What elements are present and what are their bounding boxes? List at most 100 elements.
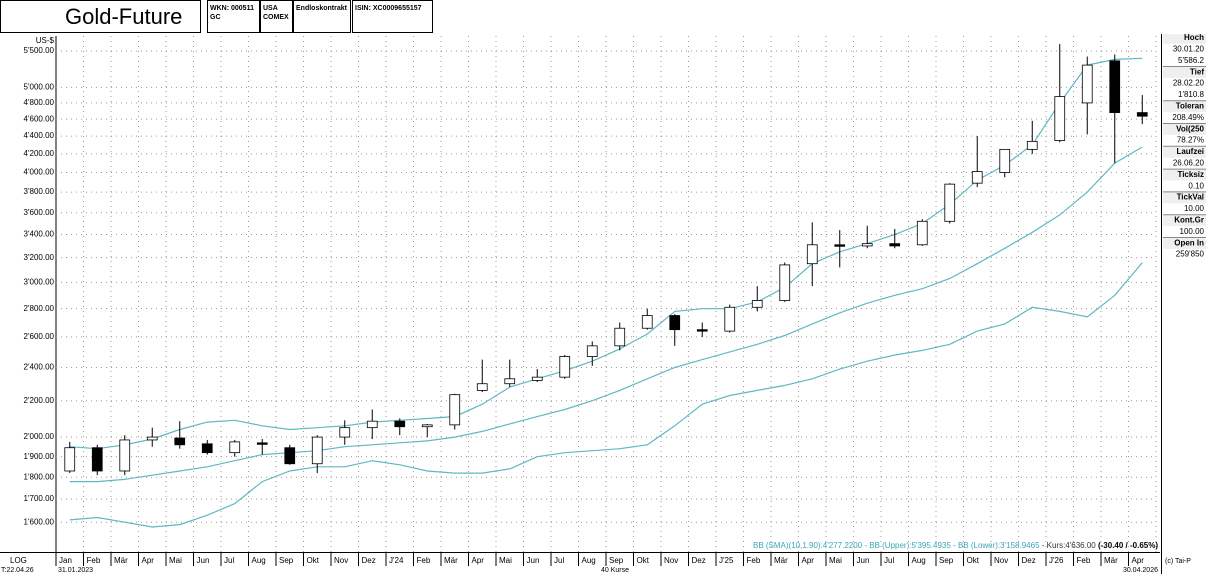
x-tick-label: Mai xyxy=(829,556,842,565)
band-line xyxy=(69,146,1143,483)
panel-label-bg xyxy=(1163,34,1206,44)
y-tick-label: 3'600.00 xyxy=(24,208,55,217)
y-tick-label: 2'200.00 xyxy=(24,396,55,405)
candle-body xyxy=(751,300,763,308)
candle-body xyxy=(641,315,653,329)
panel-value: 208.49% xyxy=(1172,113,1204,122)
panel-label-bg xyxy=(1163,100,1206,113)
y-tick-label: 4'200.00 xyxy=(24,149,55,158)
panel-value: 1'810.8 xyxy=(1178,90,1205,99)
panel-label-bg xyxy=(1163,237,1206,249)
candle-body xyxy=(779,264,791,301)
panel-label-bg xyxy=(1163,214,1206,227)
panel-value: 78.27% xyxy=(1177,136,1204,145)
candle-body xyxy=(504,378,516,385)
panel-label: Laufzei xyxy=(1176,147,1204,156)
panel-label-bg xyxy=(1163,146,1206,158)
chart-title: Gold-Future xyxy=(65,4,182,29)
country: USA xyxy=(263,5,278,12)
x-tick-label: Jun xyxy=(857,556,870,565)
x-tick-label: Aug xyxy=(912,556,926,565)
panel-value: 0.10 xyxy=(1188,181,1204,190)
candle-body xyxy=(476,383,488,391)
x-tick-label: Nov xyxy=(334,556,348,565)
status-item: - Kurs:4'636.00 xyxy=(1040,541,1098,550)
panel-value: 26.06.20 xyxy=(1173,159,1205,168)
isin-box xyxy=(352,0,433,33)
candle-body xyxy=(394,420,406,428)
code: GC xyxy=(210,14,221,21)
candle-body xyxy=(1109,60,1121,113)
contract-box xyxy=(293,0,351,33)
candle-body xyxy=(999,148,1011,173)
x-tick-label: Apr xyxy=(1132,556,1145,565)
time-label: T:22.04.26 xyxy=(1,567,34,574)
info-panel: Hoch 30.01.20 5'586.2 Tief 28.02.20 1'810.8 To… xyxy=(1163,33,1206,259)
candle-body xyxy=(256,442,268,445)
x-tick-label: Dez xyxy=(1022,556,1036,565)
candle-body xyxy=(1054,96,1066,141)
candle-body xyxy=(201,443,213,454)
x-tick-label: J'24 xyxy=(389,556,404,565)
candle-body xyxy=(944,183,956,222)
y-tick-label: 4'000.00 xyxy=(24,168,55,177)
start-date: 31.01.2023 xyxy=(58,567,93,574)
candle-body xyxy=(889,243,901,247)
candle-body xyxy=(971,171,983,184)
y-tick-label: 5'500.00 xyxy=(24,46,55,55)
panel-value: 259'850 xyxy=(1176,250,1205,259)
x-tick-label: Okt xyxy=(307,556,320,565)
panel-value: 28.02.20 xyxy=(1173,79,1205,88)
candle-body xyxy=(861,243,873,247)
x-tick-label: Mai xyxy=(169,556,182,565)
candle-body xyxy=(64,447,76,472)
x-tick-label: Jun xyxy=(197,556,210,565)
y-tick-label: 4'800.00 xyxy=(24,98,55,107)
candle-body xyxy=(284,447,296,465)
y-tick-label: 2'400.00 xyxy=(24,363,55,372)
panel-label-bg xyxy=(1163,123,1206,135)
isin: ISIN: XC0009655157 xyxy=(355,5,422,12)
y-tick-label: 4'600.00 xyxy=(24,114,55,123)
panel-value: 10.00 xyxy=(1184,204,1205,213)
x-tick-label: Feb xyxy=(747,556,761,565)
panel-label: Hoch xyxy=(1184,33,1204,42)
wkn-box xyxy=(207,0,260,33)
candle-body xyxy=(366,420,378,429)
x-tick-label: Jul xyxy=(224,556,234,565)
x-tick-label: Jun xyxy=(527,556,540,565)
panel-label-bg xyxy=(1163,191,1206,204)
title-box xyxy=(0,0,201,33)
candle-body xyxy=(146,436,158,441)
x-tick-label: Feb xyxy=(1077,556,1091,565)
panel-label-bg xyxy=(1163,66,1206,78)
x-tick-label: Jul xyxy=(884,556,894,565)
x-tick-label: Apr xyxy=(142,556,155,565)
candle-body xyxy=(834,244,846,247)
exchange: COMEX xyxy=(263,14,289,21)
y-tick-label: 2'000.00 xyxy=(24,432,55,441)
candle-body xyxy=(586,345,598,357)
panel-label: Toleran xyxy=(1176,102,1204,111)
end-date: 30.04.2026 xyxy=(1123,567,1158,574)
band-line xyxy=(69,57,1143,450)
candle-body xyxy=(614,327,626,347)
x-tick-label: Apr xyxy=(472,556,485,565)
scale-label: LOG xyxy=(10,556,27,565)
x-tick-label: Mär xyxy=(444,556,458,565)
candle-body xyxy=(916,220,928,246)
y-tick-label: 1'800.00 xyxy=(24,472,55,481)
status-item: - BB (Lower):3'158.9465 xyxy=(951,541,1040,550)
status-item: BB (SMA)(10,1.90):4'277.2200 xyxy=(753,541,863,550)
x-tick-label: Mai xyxy=(499,556,512,565)
status-item: - BB (Upper):5'395.4935 xyxy=(862,541,951,550)
panel-label: Ticksiz xyxy=(1177,170,1204,179)
x-tick-label: Aug xyxy=(252,556,266,565)
x-tick-label: Jan xyxy=(59,556,72,565)
x-tick-label: Okt xyxy=(967,556,980,565)
y-tick-label: 2'600.00 xyxy=(24,332,55,341)
candle-body xyxy=(339,427,351,438)
x-tick-label: Nov xyxy=(994,556,1008,565)
y-tick-label: 4'400.00 xyxy=(24,131,55,140)
panel-label: Kont.Gr xyxy=(1174,216,1204,225)
